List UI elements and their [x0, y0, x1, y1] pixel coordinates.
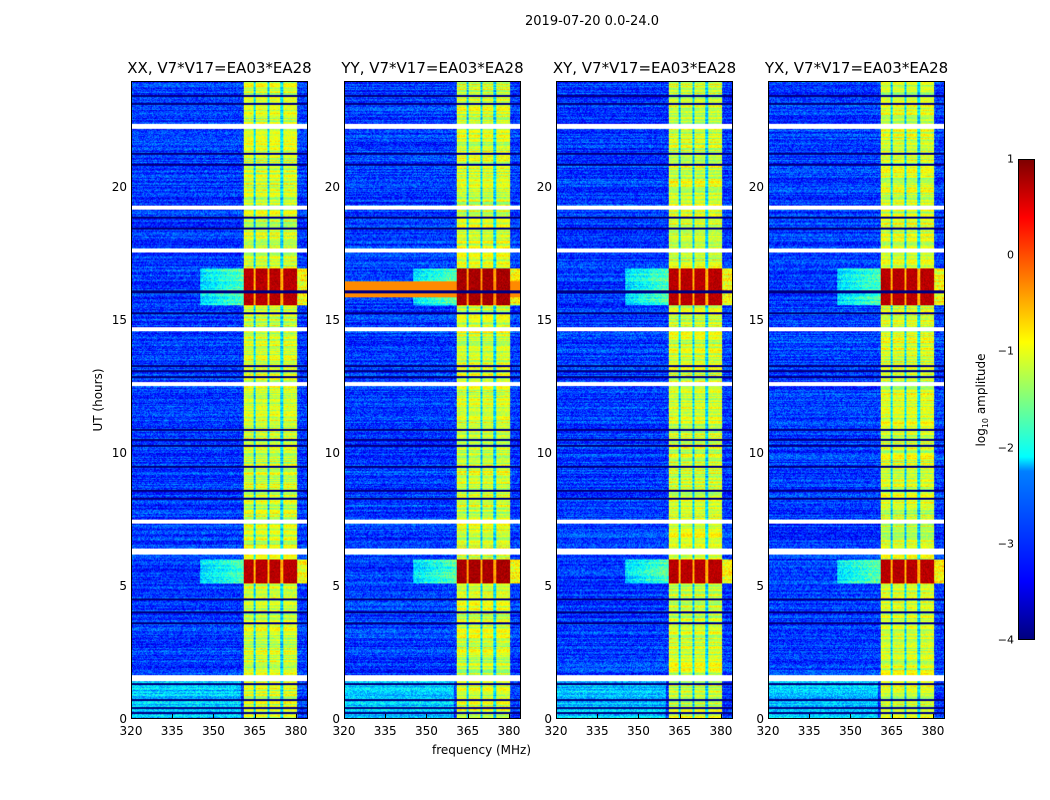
- colorbar-tick-label: 1: [1007, 152, 1014, 166]
- y-tick-label: 15: [324, 313, 340, 328]
- x-tick-label: 365: [456, 724, 480, 738]
- heatmap-cells: [557, 82, 732, 718]
- x-tick-label: 335: [797, 724, 821, 738]
- y-tick-label: 5: [756, 579, 764, 594]
- x-tick: [850, 714, 852, 719]
- colorbar-tick-label: −1: [997, 344, 1014, 358]
- y-tick-label: 0: [544, 712, 552, 726]
- y-tick-label: 10: [748, 446, 764, 461]
- colorbar-tick-label: −2: [997, 441, 1014, 455]
- x-tick-label: 320: [119, 724, 143, 738]
- y-tick-label: 10: [536, 446, 552, 461]
- x-tick-label: 350: [627, 724, 650, 738]
- y-tick-label: 15: [111, 313, 127, 328]
- y-tick-label: 15: [748, 313, 764, 328]
- y-tick-label: 20: [536, 180, 552, 195]
- y-tick-label: 0: [119, 712, 127, 726]
- y-tick-label: 10: [324, 446, 340, 461]
- suptitle: 2019-07-20 0.0-24.0: [525, 14, 659, 29]
- x-tick-label: 335: [160, 724, 184, 738]
- x-tick: [597, 714, 599, 719]
- y-tick-label: 0: [332, 712, 340, 726]
- x-tick-label: 365: [668, 724, 692, 738]
- x-tick: [891, 714, 893, 719]
- x-tick: [426, 714, 428, 719]
- spectrogram-yy: [344, 81, 521, 719]
- y-tick-label: 5: [332, 579, 340, 594]
- x-tick: [172, 714, 174, 719]
- x-tick: [254, 714, 256, 719]
- x-tick: [213, 714, 215, 719]
- x-tick: [508, 714, 510, 719]
- x-tick-label: 365: [880, 724, 904, 738]
- x-tick-label: 350: [839, 724, 862, 738]
- colorbar-tick-label: −3: [997, 537, 1014, 551]
- x-tick-label: 335: [373, 724, 397, 738]
- x-tick-label: 380: [921, 724, 945, 738]
- x-tick: [131, 714, 132, 719]
- spectrogram-xy: [556, 81, 733, 719]
- panel-title-yy: YY, V7*V17=EA03*EA28: [341, 59, 524, 77]
- colorbar-tick-label: −4: [997, 633, 1014, 647]
- x-tick-label: 335: [585, 724, 609, 738]
- x-tick-label: 380: [709, 724, 733, 738]
- x-tick: [720, 714, 722, 719]
- panel-title-xx: XX, V7*V17=EA03*EA28: [127, 59, 312, 77]
- heatmap-cells: [132, 82, 307, 718]
- heatmap-cells: [769, 82, 944, 718]
- y-tick-label: 5: [119, 579, 127, 594]
- heatmap-cells: [345, 82, 520, 718]
- y-tick-label: 0: [756, 712, 764, 726]
- x-tick-label: 380: [284, 724, 308, 738]
- y-tick-label: 20: [111, 180, 127, 195]
- x-tick: [344, 714, 345, 719]
- x-tick-label: 350: [202, 724, 225, 738]
- y-axis-label: UT (hours): [91, 368, 105, 432]
- x-tick: [638, 714, 640, 719]
- y-tick-label: 10: [111, 446, 127, 461]
- spectrogram-yx: [768, 81, 945, 719]
- colorbar-label: log10 amplitude: [973, 353, 991, 447]
- colorbar-tick-label: 0: [1007, 248, 1014, 262]
- y-tick-label: 20: [748, 180, 764, 195]
- x-tick: [932, 714, 934, 719]
- x-tick: [467, 714, 469, 719]
- x-tick: [768, 714, 769, 719]
- x-tick-label: 320: [332, 724, 356, 738]
- y-tick-label: 20: [324, 180, 340, 195]
- x-tick-label: 380: [497, 724, 521, 738]
- colorbar: [1018, 159, 1035, 640]
- x-axis-label: frequency (MHz): [432, 743, 532, 757]
- spectrogram-xx: [131, 81, 308, 719]
- panel-title-yx: YX, V7*V17=EA03*EA28: [764, 59, 949, 77]
- x-tick-label: 320: [756, 724, 780, 738]
- x-tick: [385, 714, 387, 719]
- panel-title-xy: XY, V7*V17=EA03*EA28: [552, 59, 737, 77]
- x-tick-label: 350: [415, 724, 438, 738]
- x-tick: [556, 714, 557, 719]
- y-tick-label: 5: [544, 579, 552, 594]
- x-tick-label: 320: [544, 724, 568, 738]
- y-tick-label: 15: [536, 313, 552, 328]
- x-tick-label: 365: [243, 724, 267, 738]
- x-tick: [809, 714, 811, 719]
- x-tick: [295, 714, 297, 719]
- x-tick: [679, 714, 681, 719]
